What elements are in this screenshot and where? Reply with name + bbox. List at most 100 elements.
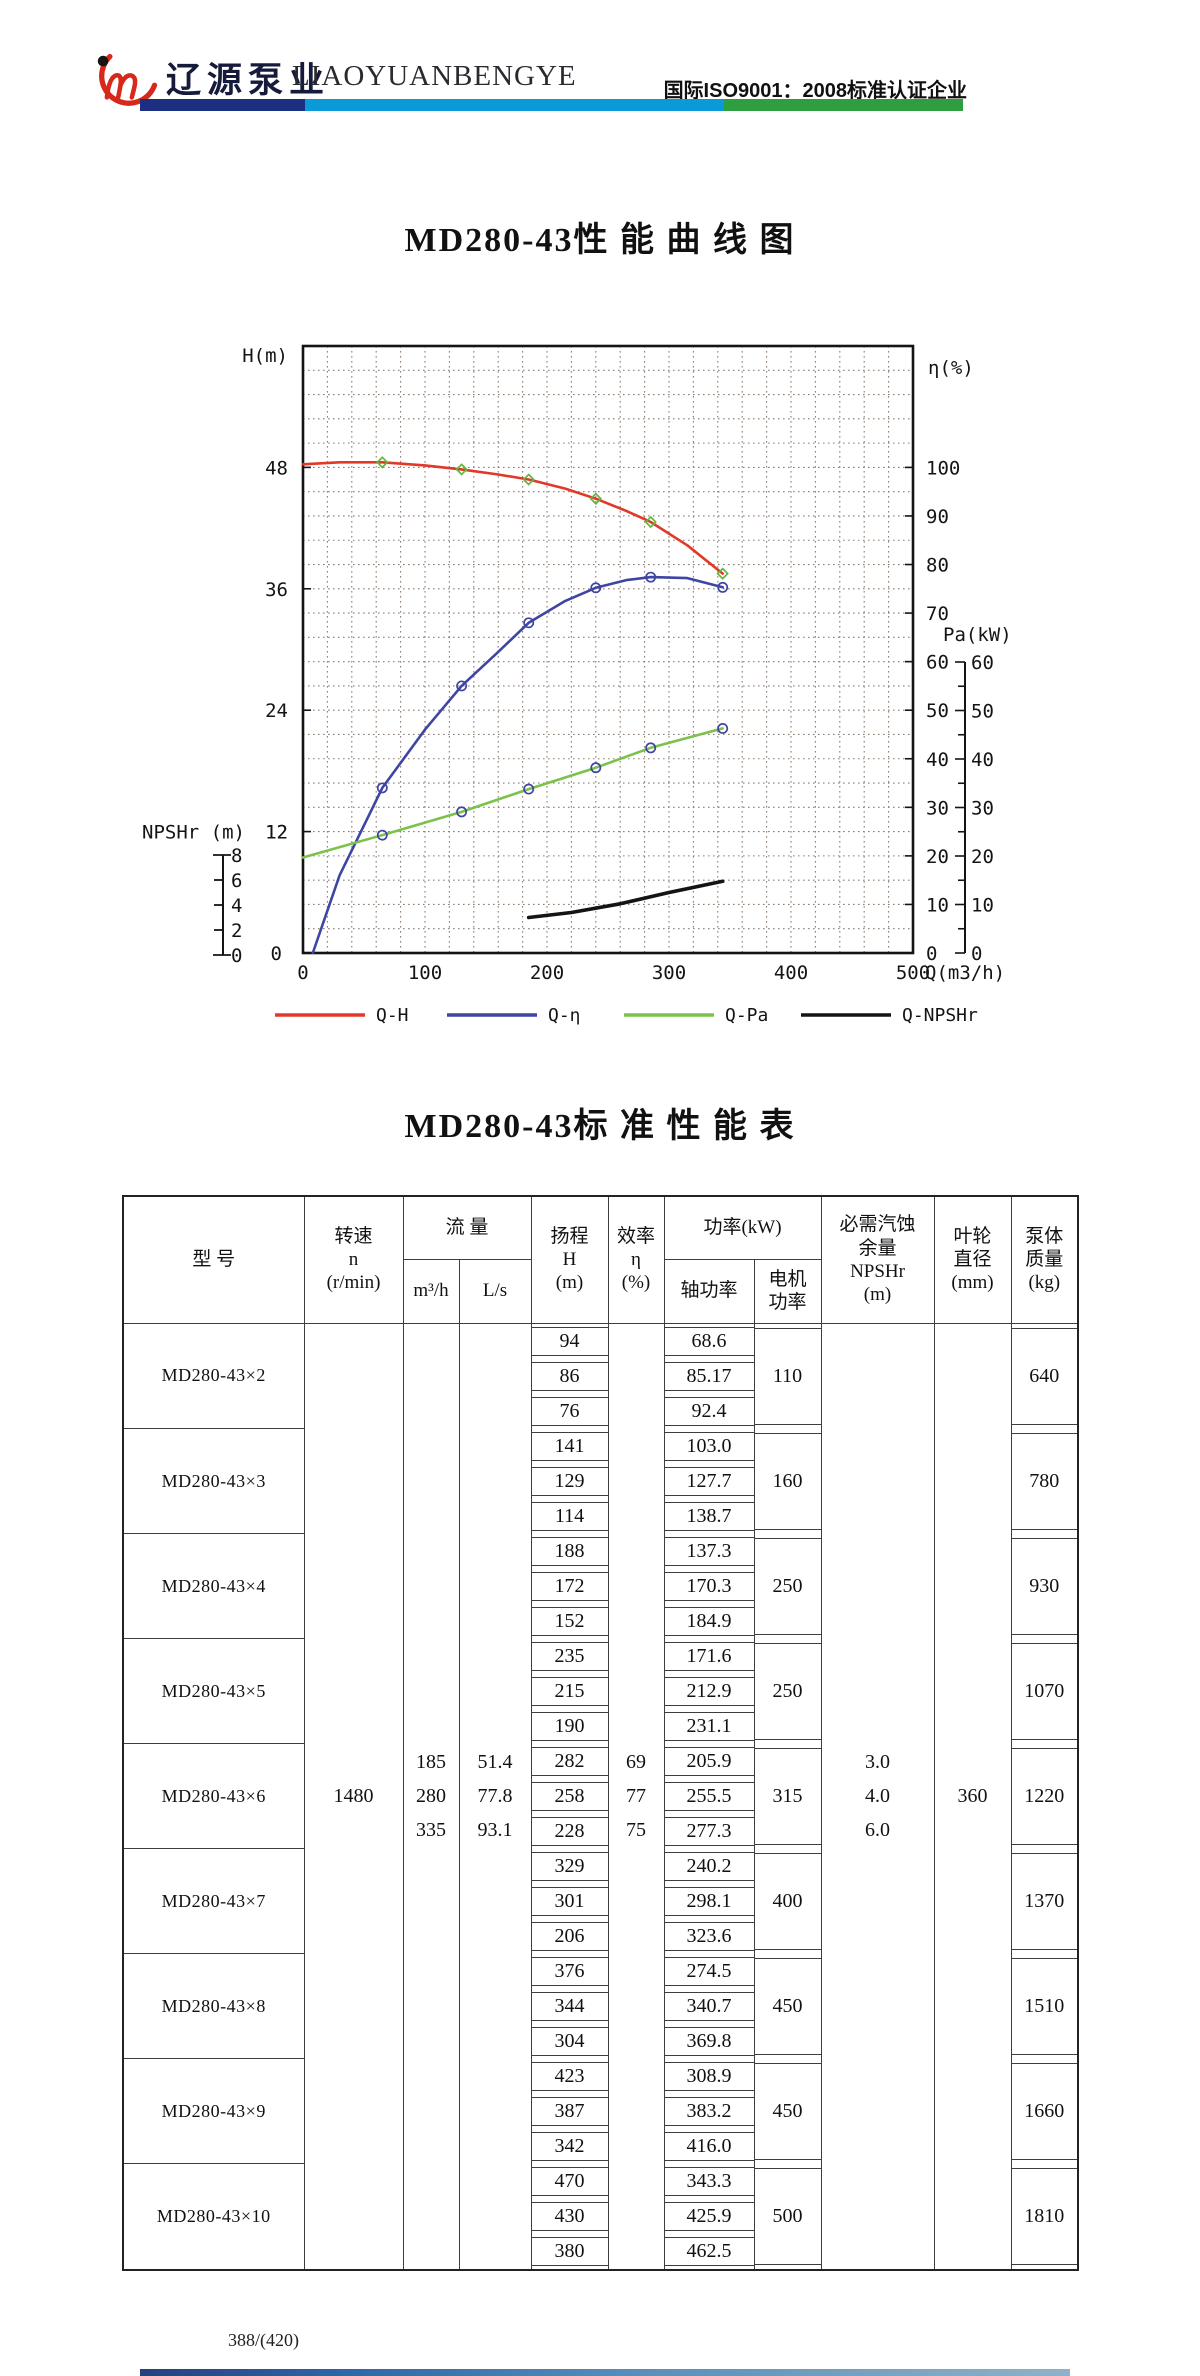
table-row: 387 383.2 [123, 2093, 1078, 2129]
h-tick-label: 12 [265, 822, 288, 844]
h-tick-label: 24 [265, 700, 288, 722]
legend-label: Q-NPSHr [902, 1005, 978, 1026]
mass-value-cell: 1660 [1010, 2058, 1079, 2164]
model-name: MD280-43×9 [122, 2058, 305, 2164]
eff-value: 69 77 75 [607, 1323, 665, 2270]
shaft-power-value-cell: 212.9 [663, 1673, 755, 1709]
x-tick-label: 100 [408, 962, 442, 984]
shaft-power-value-cell: 383.2 [663, 2093, 755, 2129]
col-header-impeller: 叶轮 直径 (mm) [933, 1195, 1012, 1324]
pa-tick-label: 20 [971, 846, 994, 868]
model-name: MD280-43×4 [122, 1533, 305, 1639]
shaft-power-value-cell: 340.7 [663, 1988, 755, 2024]
x-tick-label: 500 [896, 962, 930, 984]
header-bar-azure [305, 99, 724, 111]
shaft-power-value-cell: 68.6 [663, 1323, 755, 1359]
npshr-value: 3.0 4.0 6.0 [820, 1323, 935, 2270]
head-value-cell: 228 [530, 1813, 609, 1849]
motor-power-value-cell: 250 [753, 1638, 822, 1744]
shaft-power-value-cell: 308.9 [663, 2058, 755, 2094]
shaft-power-value-cell: 369.8 [663, 2023, 755, 2059]
head-value-cell: 380 [530, 2233, 609, 2270]
model-name: MD280-43×5 [122, 1638, 305, 1744]
head-value-cell: 206 [530, 1918, 609, 1954]
x-tick-label: 200 [530, 962, 564, 984]
pa-tick-label: 60 [971, 652, 994, 674]
company-logo-icon [97, 53, 158, 106]
table-row: 228 277.3 [123, 1813, 1078, 1849]
marker-circle [645, 571, 657, 583]
mass-value: 930 [1011, 1537, 1078, 1635]
motor-power-value-cell: 250 [753, 1533, 822, 1639]
eta-tick-label: 60 [926, 652, 949, 674]
shaft-power-value: 127.7 [664, 1466, 754, 1496]
shaft-power-value: 255.5 [664, 1781, 754, 1811]
motor-power-value: 450 [754, 1957, 821, 2055]
pa-tick-label: 0 [971, 943, 982, 965]
col-header-model: 型 号 [122, 1195, 305, 1324]
head-value-cell: 188 [530, 1533, 609, 1569]
eta-axis-title: η(%) [928, 357, 974, 379]
marker-diamond [716, 567, 729, 580]
shaft-power-value-cell: 462.5 [663, 2233, 755, 2270]
flow-m3h-value: 185 280 335 [402, 1323, 460, 2270]
mass-value: 1510 [1011, 1957, 1078, 2055]
head-value-cell: 152 [530, 1603, 609, 1639]
shaft-power-value-cell: 171.6 [663, 1638, 755, 1674]
mass-value: 1220 [1011, 1747, 1078, 1845]
company-name-cn: 辽源泵业 [166, 61, 331, 100]
head-value-cell: 129 [530, 1463, 609, 1499]
marker-circle [590, 582, 602, 594]
head-value-cell: 423 [530, 2058, 609, 2094]
eta-tick-label: 100 [926, 457, 960, 479]
mass-value: 780 [1011, 1432, 1078, 1530]
shaft-power-value-cell: 343.3 [663, 2163, 755, 2199]
header-bar-navy [140, 99, 305, 111]
table-row: MD280-43×8 376 274.5 450 1510 [122, 1953, 1079, 2059]
shaft-power-value-cell: 255.5 [663, 1778, 755, 1814]
head-value: 342 [531, 2131, 608, 2161]
table-row: 215 212.9 [123, 1673, 1078, 1709]
shaft-power-value: 138.7 [664, 1501, 754, 1531]
marker-circle [376, 829, 388, 841]
table-row: 301 298.1 [123, 1883, 1078, 1919]
shaft-power-value: 212.9 [664, 1676, 754, 1706]
marker-circle [523, 617, 535, 629]
flow-ls-value: 51.4 77.8 93.1 [458, 1323, 532, 2270]
table-row: MD280-43×4 188 137.3 250 930 [122, 1533, 1079, 1639]
head-value-cell: 344 [530, 1988, 609, 2024]
shaft-power-value: 240.2 [664, 1851, 754, 1881]
marker-diamond [376, 456, 389, 469]
shaft-power-value: 92.4 [664, 1396, 754, 1426]
head-value-cell: 258 [530, 1778, 609, 1814]
mass-value: 1660 [1011, 2062, 1078, 2160]
h-tick-label: 12 [265, 822, 288, 844]
shaft-power-value: 340.7 [664, 1991, 754, 2021]
head-value-cell: 86 [530, 1358, 609, 1394]
head-value-cell: 76 [530, 1393, 609, 1429]
shaft-power-value: 103.0 [664, 1431, 754, 1461]
mass-value-cell: 1070 [1010, 1638, 1079, 1744]
motor-power-value-cell: 160 [753, 1428, 822, 1534]
table-row: MD280-43×2 1480 185 280 335 51.4 77.8 93.1 9… [122, 1323, 1079, 2270]
mass-value-cell: 1810 [1010, 2163, 1079, 2270]
npshr-tick-label: 4 [231, 895, 242, 917]
shaft-power-value: 308.9 [664, 2061, 754, 2091]
head-value: 76 [531, 1396, 608, 1426]
speed-value: 1480 [303, 1323, 404, 2270]
shaft-power-value: 425.9 [664, 2201, 754, 2231]
shaft-power-value: 323.6 [664, 1921, 754, 1951]
head-value: 430 [531, 2201, 608, 2231]
head-value-cell: 329 [530, 1848, 609, 1884]
mass-value-cell: 1510 [1010, 1953, 1079, 2059]
head-value-cell: 235 [530, 1638, 609, 1674]
head-value-cell: 376 [530, 1953, 609, 1989]
eta-tick-label: 40 [926, 749, 949, 771]
shaft-power-value-cell: 323.6 [663, 1918, 755, 1954]
performance-curve-chart: H(m)483624120η(%)1009080706050403020100P… [142, 344, 1012, 1026]
table-row: 342 416.0 [123, 2128, 1078, 2164]
table-row: MD280-43×5 235 171.6 250 1070 [122, 1638, 1079, 1744]
curve-Q-NPSHr [526, 879, 725, 920]
head-value: 152 [531, 1606, 608, 1636]
shaft-power-value-cell: 416.0 [663, 2128, 755, 2164]
